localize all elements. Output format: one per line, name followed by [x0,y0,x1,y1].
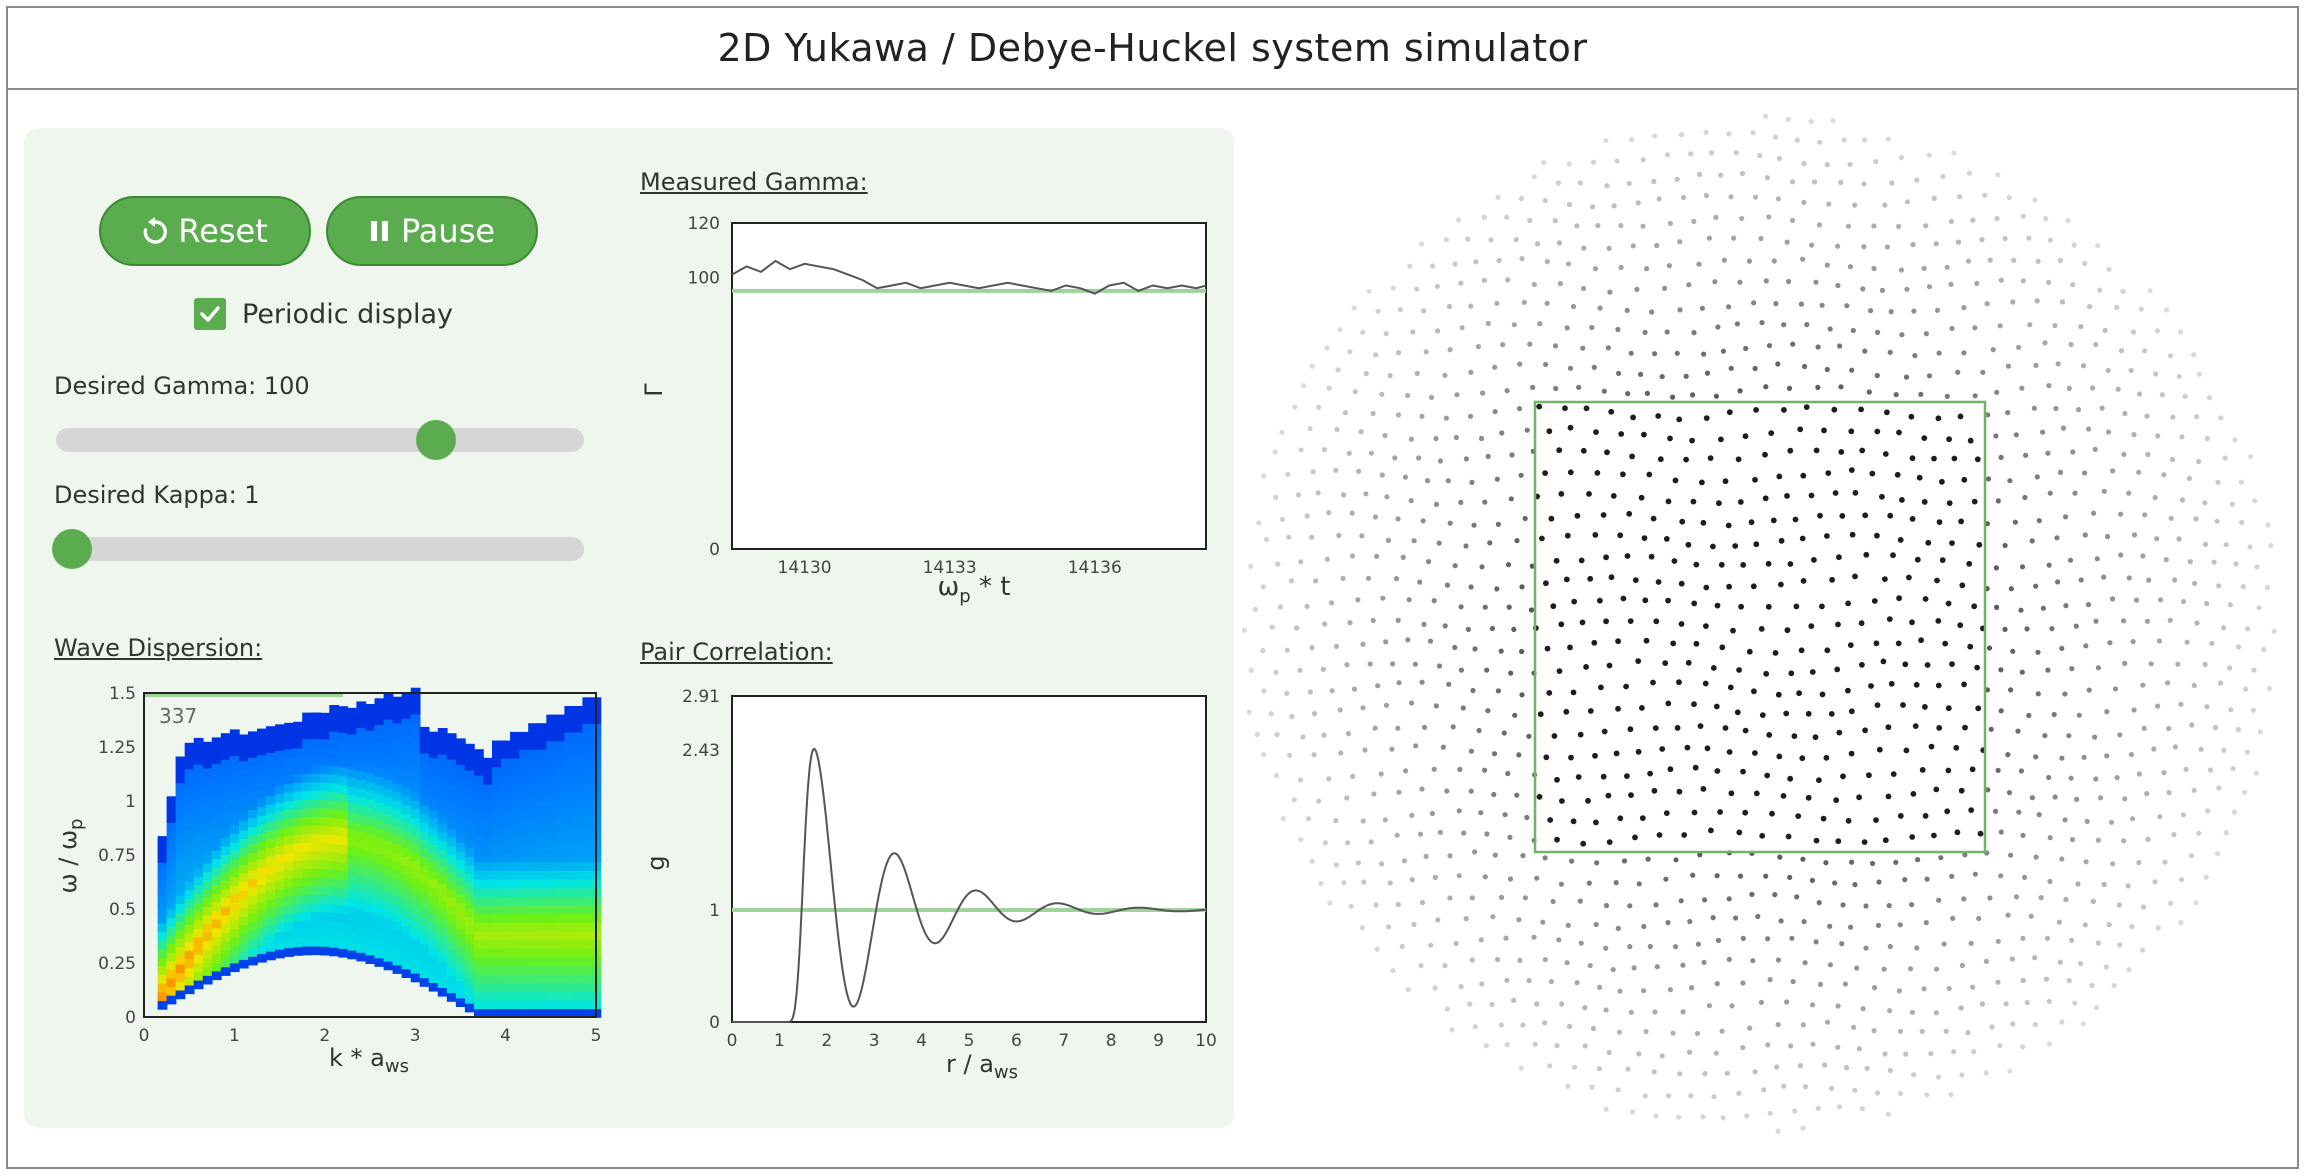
pair-correlation-xtick: 3 [869,1031,880,1051]
periodic-display-label: Periodic display [242,298,453,330]
app-frame: 2D Yukawa / Debye-Huckel system simulato… [6,6,2299,1169]
wave-dispersion-ylabel: ω / ωp [54,819,87,894]
gamma-slider-thumb[interactable] [416,420,457,460]
wave-dispersion-svg: 337 0 1 2 3 4 5 0 0.25 0.5 0.75 1 1.25 1.5 k * aws ω… [54,684,602,1077]
measured-gamma-ylabel: Γ [640,383,668,397]
wave-dispersion-title: Wave Dispersion: [54,634,263,662]
reset-button[interactable]: Reset [99,196,311,266]
measured-gamma-ytick: 120 [688,214,720,234]
wave-dispersion-xtick: 3 [410,1026,421,1046]
pair-correlation-ytick: 0 [709,1013,720,1033]
pair-correlation-xtick: 5 [964,1031,975,1051]
particles [1241,113,2277,1134]
reset-label: Reset [178,212,268,250]
checkmark-icon [200,306,220,322]
periodic-display-row[interactable]: Periodic display [194,298,453,330]
pair-correlation-xtick: 0 [727,1031,738,1051]
pause-label: Pause [400,212,496,250]
measured-gamma-chart: 14130 14133 14136 0 100 120 Γ ωp * t [24,128,1234,608]
wave-dispersion-xtick: 1 [229,1026,240,1046]
wave-dispersion-heatmap [144,687,602,1018]
kappa-label: Desired Kappa: 1 [54,481,260,509]
pause-button[interactable]: Pause [326,196,538,266]
gamma-slider[interactable] [56,420,584,460]
pair-correlation-ytick: 1 [709,901,720,921]
measured-gamma-ytick: 0 [709,540,720,560]
pair-correlation-ytick: 2.43 [682,741,720,761]
measured-gamma-xtick: 14130 [778,558,832,578]
wave-dispersion-ytick: 0.25 [98,954,136,974]
pair-correlation-xtick: 7 [1058,1031,1069,1051]
wave-dispersion-ytick: 1 [125,792,136,812]
control-panel: Reset Pause Periodic display Desired Gam… [24,128,1234,1128]
wave-dispersion-xtick: 5 [591,1026,602,1046]
measured-gamma-ytick: 100 [688,268,720,288]
pair-correlation-ytick: 2.91 [682,687,720,707]
wave-dispersion-xtick: 0 [139,1026,150,1046]
measured-gamma-xtick: 14133 [923,558,977,578]
measured-gamma-xtick: 14136 [1068,558,1122,578]
particle-canvas[interactable] [1240,100,2280,1150]
wave-dispersion-xtick: 2 [319,1026,330,1046]
periodic-cell-box [1533,400,1987,854]
pair-correlation-xtick: 10 [1195,1031,1217,1051]
pair-correlation-xtick: 9 [1153,1031,1164,1051]
wave-dispersion-ytick: 1.5 [109,684,136,704]
measured-gamma-frame [731,222,1207,550]
wave-dispersion-counter: 337 [159,704,197,728]
pair-correlation-xtick: 1 [774,1031,785,1051]
pair-correlation-frame [731,695,1207,1023]
wave-dispersion-chart: 337 0 1 2 3 4 5 0 0.25 0.5 0.75 1 1.25 1.5 k * aws ω… [24,128,644,1128]
wave-dispersion-ytick: 1.25 [98,738,136,758]
kappa-slider-thumb[interactable] [51,529,92,569]
simulation-view[interactable] [1240,100,2280,1150]
pause-icon [369,219,391,243]
pair-correlation-ylabel: g [642,855,670,870]
wave-dispersion-xtick: 4 [500,1026,511,1046]
pair-correlation-xtick: 6 [1011,1031,1022,1051]
reset-icon [142,217,168,245]
pair-correlation-xtick: 2 [821,1031,832,1051]
wave-dispersion-ytick: 0 [125,1008,136,1028]
wave-dispersion-frame [143,692,597,1018]
measured-gamma-xlabel: ωp * t [938,572,1011,607]
wave-dispersion-xlabel: k * aws [329,1044,409,1077]
gamma-label: Desired Gamma: 100 [54,372,310,400]
wave-dispersion-ytick: 0.75 [98,846,136,866]
pair-correlation-title: Pair Correlation: [640,638,833,666]
page-title: 2D Yukawa / Debye-Huckel system simulato… [8,8,2297,90]
kappa-slider[interactable] [51,529,584,569]
measured-gamma-svg: 14130 14133 14136 0 100 120 Γ ωp * t [640,214,1207,607]
measured-gamma-series-line [731,259,1207,295]
periodic-display-checkbox[interactable] [194,298,226,330]
wave-dispersion-ytick: 0.5 [109,900,136,920]
pair-correlation-xtick: 8 [1106,1031,1117,1051]
pair-correlation-xlabel: r / aws [946,1050,1018,1083]
measured-gamma-title: Measured Gamma: [640,168,868,196]
pair-correlation-xtick: 4 [916,1031,927,1051]
pair-correlation-svg: 0 1 2 3 4 5 6 7 8 9 10 0 1 2.43 2.91 g r / aws [642,687,1217,1083]
pair-correlation-curve [732,747,1207,1023]
pair-correlation-chart: 0 1 2 3 4 5 6 7 8 9 10 0 1 2.43 2.91 g r / aws [24,128,1234,1128]
